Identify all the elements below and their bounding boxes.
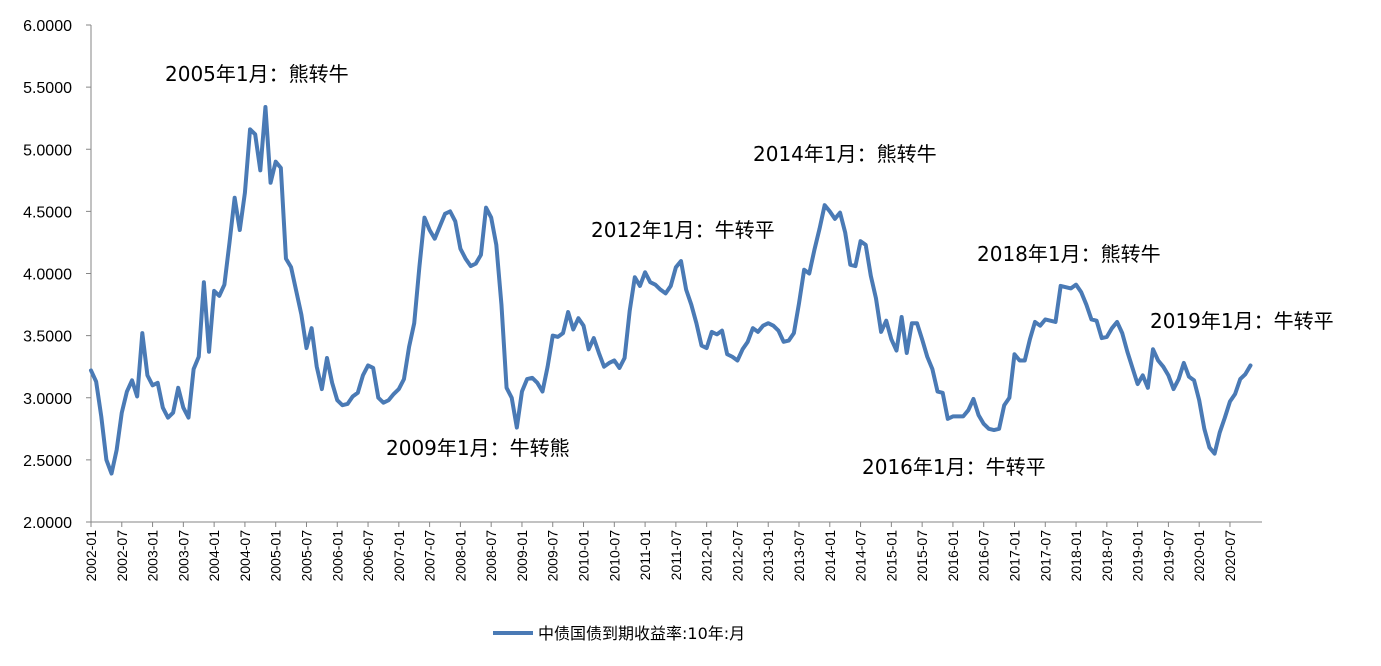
y-tick-label: 3.0000 (23, 391, 72, 408)
annotation-label: 2016年1月：牛转平 (862, 455, 1046, 479)
x-tick-label: 2002-07 (114, 530, 130, 582)
x-tick-label: 2005-01 (268, 530, 284, 582)
x-tick-label: 2004-01 (206, 530, 222, 582)
x-tick-label: 2014-01 (822, 530, 838, 582)
y-tick-label: 5.5000 (23, 80, 72, 97)
annotation-label: 2005年1月：熊转牛 (165, 62, 349, 86)
x-tick-label: 2018-07 (1099, 530, 1115, 582)
x-tick-label: 2006-07 (360, 530, 376, 582)
x-tick-label: 2017-07 (1037, 530, 1053, 582)
x-tick-label: 2011-01 (637, 530, 653, 581)
x-tick-label: 2002-01 (83, 530, 99, 582)
x-tick-label: 2008-01 (452, 530, 468, 582)
x-tick-label: 2013-07 (791, 530, 807, 582)
legend-label: 中债国债到期收益率:10年:月 (538, 624, 745, 643)
x-tick-label: 2009-01 (514, 530, 530, 582)
y-tick-labels: 2.0000 2.5000 3.0000 3.5000 4.0000 4.5000 5.00… (23, 18, 91, 532)
x-tick-label: 2016-01 (945, 530, 961, 582)
y-tick-label: 4.5000 (23, 204, 72, 221)
x-tick-label: 2007-07 (422, 530, 438, 582)
x-tick-label: 2016-07 (976, 530, 992, 582)
x-tick-label: 2005-07 (298, 530, 314, 582)
x-tick-label: 2003-01 (145, 530, 161, 582)
x-tick-label: 2004-07 (237, 530, 253, 582)
x-tick-label: 2013-01 (760, 530, 776, 582)
x-tick-label: 2012-07 (729, 530, 745, 582)
series-line-0 (89, 105, 1253, 476)
x-tick-label: 2012-01 (699, 530, 715, 582)
x-tick-label: 2015-07 (914, 530, 930, 582)
x-tick-label: 2019-07 (1160, 530, 1176, 582)
y-tick-label: 3.5000 (23, 329, 72, 346)
annotation-label: 2009年1月：牛转熊 (386, 436, 570, 460)
x-tick-label: 2007-01 (391, 530, 407, 582)
annotation-label: 2019年1月：牛转平 (1150, 309, 1334, 333)
y-tick-label: 5.0000 (23, 142, 72, 159)
x-tick-label: 2010-01 (576, 530, 592, 582)
x-tick-labels: 2002-01 2002-07 2003-01 2003-07 2004-01 2004-… (83, 522, 1238, 581)
x-tick-label: 2019-01 (1130, 530, 1146, 582)
annotations: 2005年1月：熊转牛 2009年1月：牛转熊 2012年1月：牛转平 2014年1月… (165, 62, 1334, 479)
x-tick-label: 2020-07 (1222, 530, 1238, 582)
x-tick-label: 2011-07 (668, 530, 684, 581)
legend: 中债国债到期收益率:10年:月 (493, 624, 745, 643)
y-tick-label: 2.0000 (23, 515, 72, 532)
y-tick-label: 6.0000 (23, 18, 72, 35)
x-tick-label: 2020-01 (1191, 530, 1207, 582)
y-tick-label: 2.5000 (23, 453, 72, 470)
x-tick-label: 2018-01 (1068, 530, 1084, 582)
x-tick-label: 2009-07 (545, 530, 561, 582)
x-tick-label: 2014-07 (853, 530, 869, 582)
annotation-label: 2018年1月：熊转牛 (977, 242, 1161, 266)
x-tick-label: 2010-07 (606, 530, 622, 582)
x-tick-label: 2015-01 (883, 530, 899, 582)
x-tick-label: 2003-07 (175, 530, 191, 582)
x-tick-label: 2006-01 (329, 530, 345, 582)
series-layer (89, 105, 1253, 476)
annotation-label: 2014年1月：熊转牛 (753, 142, 937, 166)
x-tick-label: 2017-01 (1006, 530, 1022, 582)
annotation-label: 2012年1月：牛转平 (591, 218, 775, 242)
y-tick-label: 4.0000 (23, 267, 72, 284)
x-tick-label: 2008-07 (483, 530, 499, 582)
